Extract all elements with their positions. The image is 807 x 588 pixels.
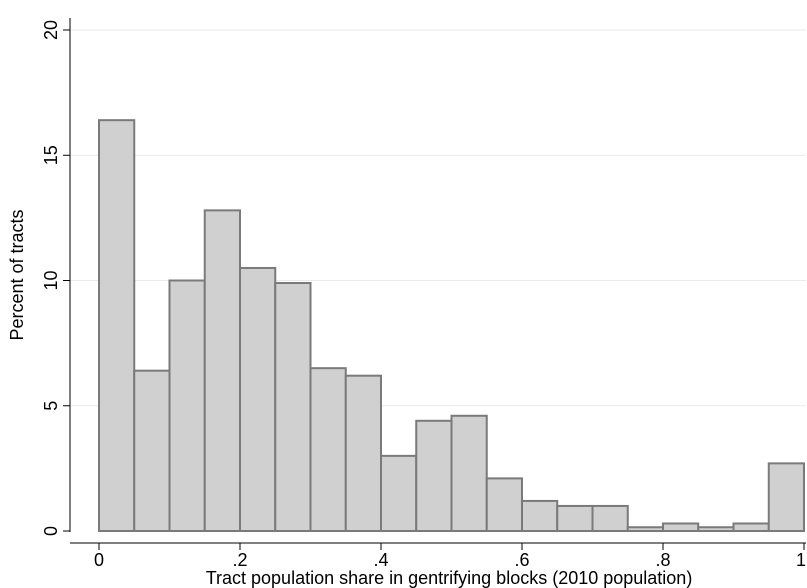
histogram-bar <box>168 279 206 532</box>
y-tick-label: 10 <box>41 270 61 290</box>
histogram-bar <box>591 504 629 533</box>
histogram-bar <box>380 454 418 533</box>
y-tick-label: 0 <box>41 526 61 536</box>
histogram-bar <box>556 504 594 533</box>
y-axis-label: Percent of tracts <box>7 209 27 340</box>
histogram-bar <box>133 369 171 532</box>
axis-ticks: 0 5 10 15 20 0 .2 .4 .6 .8 1 <box>41 20 806 570</box>
histogram-bar <box>309 367 347 532</box>
x-tick-label: .6 <box>514 550 529 570</box>
y-tick-label: 20 <box>41 20 61 40</box>
histogram-bar <box>415 419 453 532</box>
x-tick-label: .4 <box>373 550 388 570</box>
histogram-bars <box>98 119 805 533</box>
histogram-bar <box>450 414 488 532</box>
x-axis-label: Tract population share in gentrifying bl… <box>206 568 693 588</box>
x-tick-label: 0 <box>94 550 104 570</box>
x-tick-label: 1 <box>796 550 806 570</box>
histogram-bar <box>239 266 277 532</box>
histogram-bar <box>521 499 559 533</box>
histogram-bar <box>344 374 382 532</box>
y-tick-label: 5 <box>41 401 61 411</box>
histogram-bar <box>274 282 312 532</box>
histogram-bar <box>697 526 735 532</box>
y-tick-label: 15 <box>41 145 61 165</box>
axes <box>69 18 806 544</box>
histogram-bar <box>203 209 241 533</box>
histogram-bar <box>662 522 700 532</box>
histogram-bar <box>485 477 523 532</box>
x-tick-label: .8 <box>655 550 670 570</box>
histogram-bar <box>732 522 770 532</box>
histogram-bar <box>626 526 664 532</box>
histogram-bar <box>98 119 136 533</box>
x-tick-label: .2 <box>232 550 247 570</box>
histogram-bar <box>767 462 805 532</box>
